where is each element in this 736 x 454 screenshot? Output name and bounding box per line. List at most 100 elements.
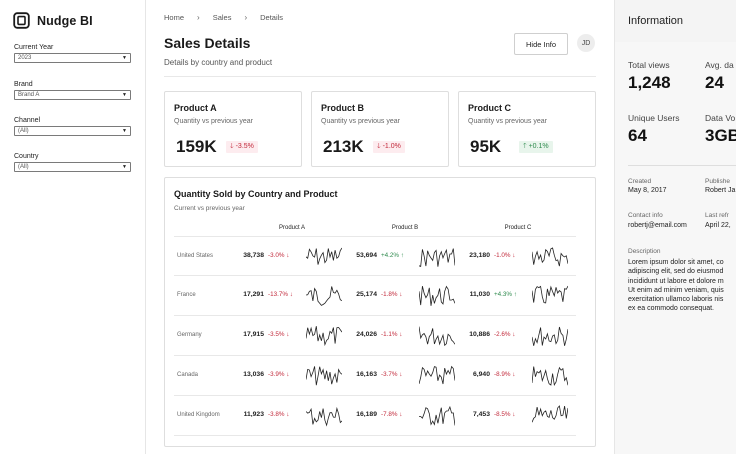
sparkline: [306, 247, 342, 265]
stat-label-avg: Avg. da: [705, 60, 734, 70]
description-text: Lorem ipsum dolor sit amet, co adipiscin…: [628, 258, 736, 314]
cell-value: 17,915: [243, 331, 264, 338]
breadcrumb-sales[interactable]: Sales: [212, 13, 232, 22]
arrow-up-icon: ↑: [399, 252, 404, 259]
cell-delta-text: -3.0%: [268, 252, 285, 259]
cell-delta: -8.9% ↓: [494, 371, 530, 378]
sparkline-path: [532, 285, 568, 304]
stat-label-total-views: Total views: [628, 60, 670, 70]
sparkline: [532, 326, 568, 346]
arrow-down-icon: ↓: [510, 252, 516, 259]
sparkline-path: [306, 326, 342, 347]
cell-delta: -7.8% ↓: [381, 411, 417, 418]
caret-down-icon: ▼: [122, 164, 127, 170]
arrow-down-icon: 🡓: [230, 143, 234, 150]
cell-delta-text: -2.6%: [494, 331, 511, 338]
column-header-product-b: Product B: [391, 225, 419, 231]
divider: [628, 165, 736, 166]
arrow-down-icon: ↓: [510, 371, 516, 378]
filter-label: Country: [14, 153, 39, 160]
kpi-subtitle: Quantity vs previous year: [174, 118, 253, 125]
arrow-down-icon: ↓: [397, 291, 403, 298]
cell-delta-text: -1.8%: [381, 291, 398, 298]
kpi-value: 159K: [176, 137, 217, 156]
app-name: Nudge BI: [37, 13, 93, 28]
sparkline-path: [419, 365, 455, 385]
filter-sidebar: Nudge BI Current Year 2023 ▼ Brand Brand …: [0, 0, 146, 454]
cell-delta: -3.8% ↓: [268, 411, 304, 418]
info-title: Information: [628, 15, 684, 27]
sparkline-path: [306, 247, 342, 265]
meta-value-contact[interactable]: robertj@email.com: [628, 222, 687, 229]
table-row[interactable]: United States 38,738 -3.0% ↓ 53,694 +4.2% ↑ 2…: [174, 236, 576, 276]
sparkline-path: [306, 406, 342, 427]
cell-delta-text: -3.9%: [268, 371, 285, 378]
cell-delta: +4.2% ↑: [381, 252, 417, 259]
sparkline-path: [419, 405, 455, 426]
cell-delta: -3.5% ↓: [268, 331, 304, 338]
sparkline-path: [532, 405, 568, 423]
kpi-title: Product C: [468, 103, 512, 113]
filter-label: Channel: [14, 117, 41, 124]
cell-delta-text: -13.7%: [268, 291, 288, 298]
current-year-select[interactable]: 2023 ▼: [14, 53, 131, 63]
caret-down-icon: ▼: [122, 128, 127, 134]
kpi-card-product-a: Product A Quantity vs previous year 159K…: [164, 91, 302, 167]
arrow-down-icon: ↓: [397, 331, 403, 338]
meta-value-created: May 8, 2017: [628, 187, 667, 194]
table-row[interactable]: Germany 17,915 -3.5% ↓ 24,026 -1.1% ↓ 10,886-…: [174, 316, 576, 356]
country-product-table: Quantity Sold by Country and Product Cur…: [164, 177, 596, 447]
cell-value: 25,174: [356, 291, 377, 298]
select-value: Brand A: [18, 92, 40, 98]
description-line: incididunt ut labore et dolore m: [628, 277, 724, 285]
kpi-value: 213K: [323, 137, 364, 156]
sparkline: [532, 366, 568, 387]
meta-label-last-refresh: Last refr: [705, 212, 729, 219]
brand-select[interactable]: Brand A ▼: [14, 90, 131, 100]
breadcrumb-home[interactable]: Home: [164, 13, 185, 22]
page-title: Sales Details: [164, 35, 251, 51]
sparkline: [419, 405, 455, 426]
cell-value: 16,189: [356, 411, 377, 418]
country-label: Canada: [177, 372, 199, 378]
kpi-card-product-b: Product B Quantity vs previous year 213K…: [311, 91, 449, 167]
description-line: adipiscing elit, sed do eiusmod: [628, 268, 724, 276]
country-select[interactable]: (All) ▼: [14, 162, 131, 172]
channel-select[interactable]: (All) ▼: [14, 126, 131, 136]
app-logo[interactable]: Nudge BI: [13, 12, 93, 29]
filter-current-year: Current Year 2023 ▼: [14, 44, 132, 63]
kpi-delta-badge: 🡑 +0.1%: [519, 141, 553, 153]
description-line: exercitation ullamco laboris nis: [628, 296, 724, 304]
sparkline: [419, 285, 455, 306]
cell-delta: -13.7% ↓: [268, 291, 304, 298]
country-label: United States: [177, 253, 214, 259]
sparkline-path: [532, 326, 568, 346]
table-row[interactable]: Canada 13,036 -3.9% ↓ 16,163 -3.7% ↓ 6,940 -8.…: [174, 356, 576, 396]
arrow-down-icon: ↓: [284, 252, 290, 259]
sparkline: [419, 326, 455, 347]
country-label: Germany: [177, 332, 202, 338]
info-header: Information: [615, 0, 736, 42]
caret-down-icon: ▼: [122, 55, 127, 61]
avatar[interactable]: JD: [577, 34, 595, 52]
description-label: Description: [628, 248, 661, 255]
hide-info-button[interactable]: Hide Info: [514, 33, 568, 55]
cell-delta: -8.5% ↓: [494, 411, 530, 418]
kpi-delta: +0.1%: [528, 143, 549, 150]
cell-delta: -1.0% ↓: [494, 252, 530, 259]
table-row[interactable]: United Kingdom 11,923 -3.8% ↓ 16,189 -7.8% ↓…: [174, 396, 576, 436]
cell-value: 10,886: [469, 331, 490, 338]
nudge-logo-icon: [13, 12, 30, 29]
chevron-right-icon: ›: [197, 13, 200, 22]
country-label: United Kingdom: [177, 412, 220, 418]
filter-label: Brand: [14, 81, 33, 88]
cell-delta: -1.1% ↓: [381, 331, 417, 338]
cell-value: 17,291: [243, 291, 264, 298]
sparkline-path: [306, 286, 342, 306]
breadcrumb: Home › Sales › Details: [164, 13, 283, 22]
sparkline: [306, 366, 342, 386]
country-label: France: [177, 292, 196, 298]
stat-value-unique-users: 64: [628, 126, 647, 145]
cell-value: 16,163: [356, 371, 377, 378]
table-row[interactable]: France 17,291 -13.7% ↓ 25,174 -1.8% ↓ 11,030 +…: [174, 276, 576, 316]
